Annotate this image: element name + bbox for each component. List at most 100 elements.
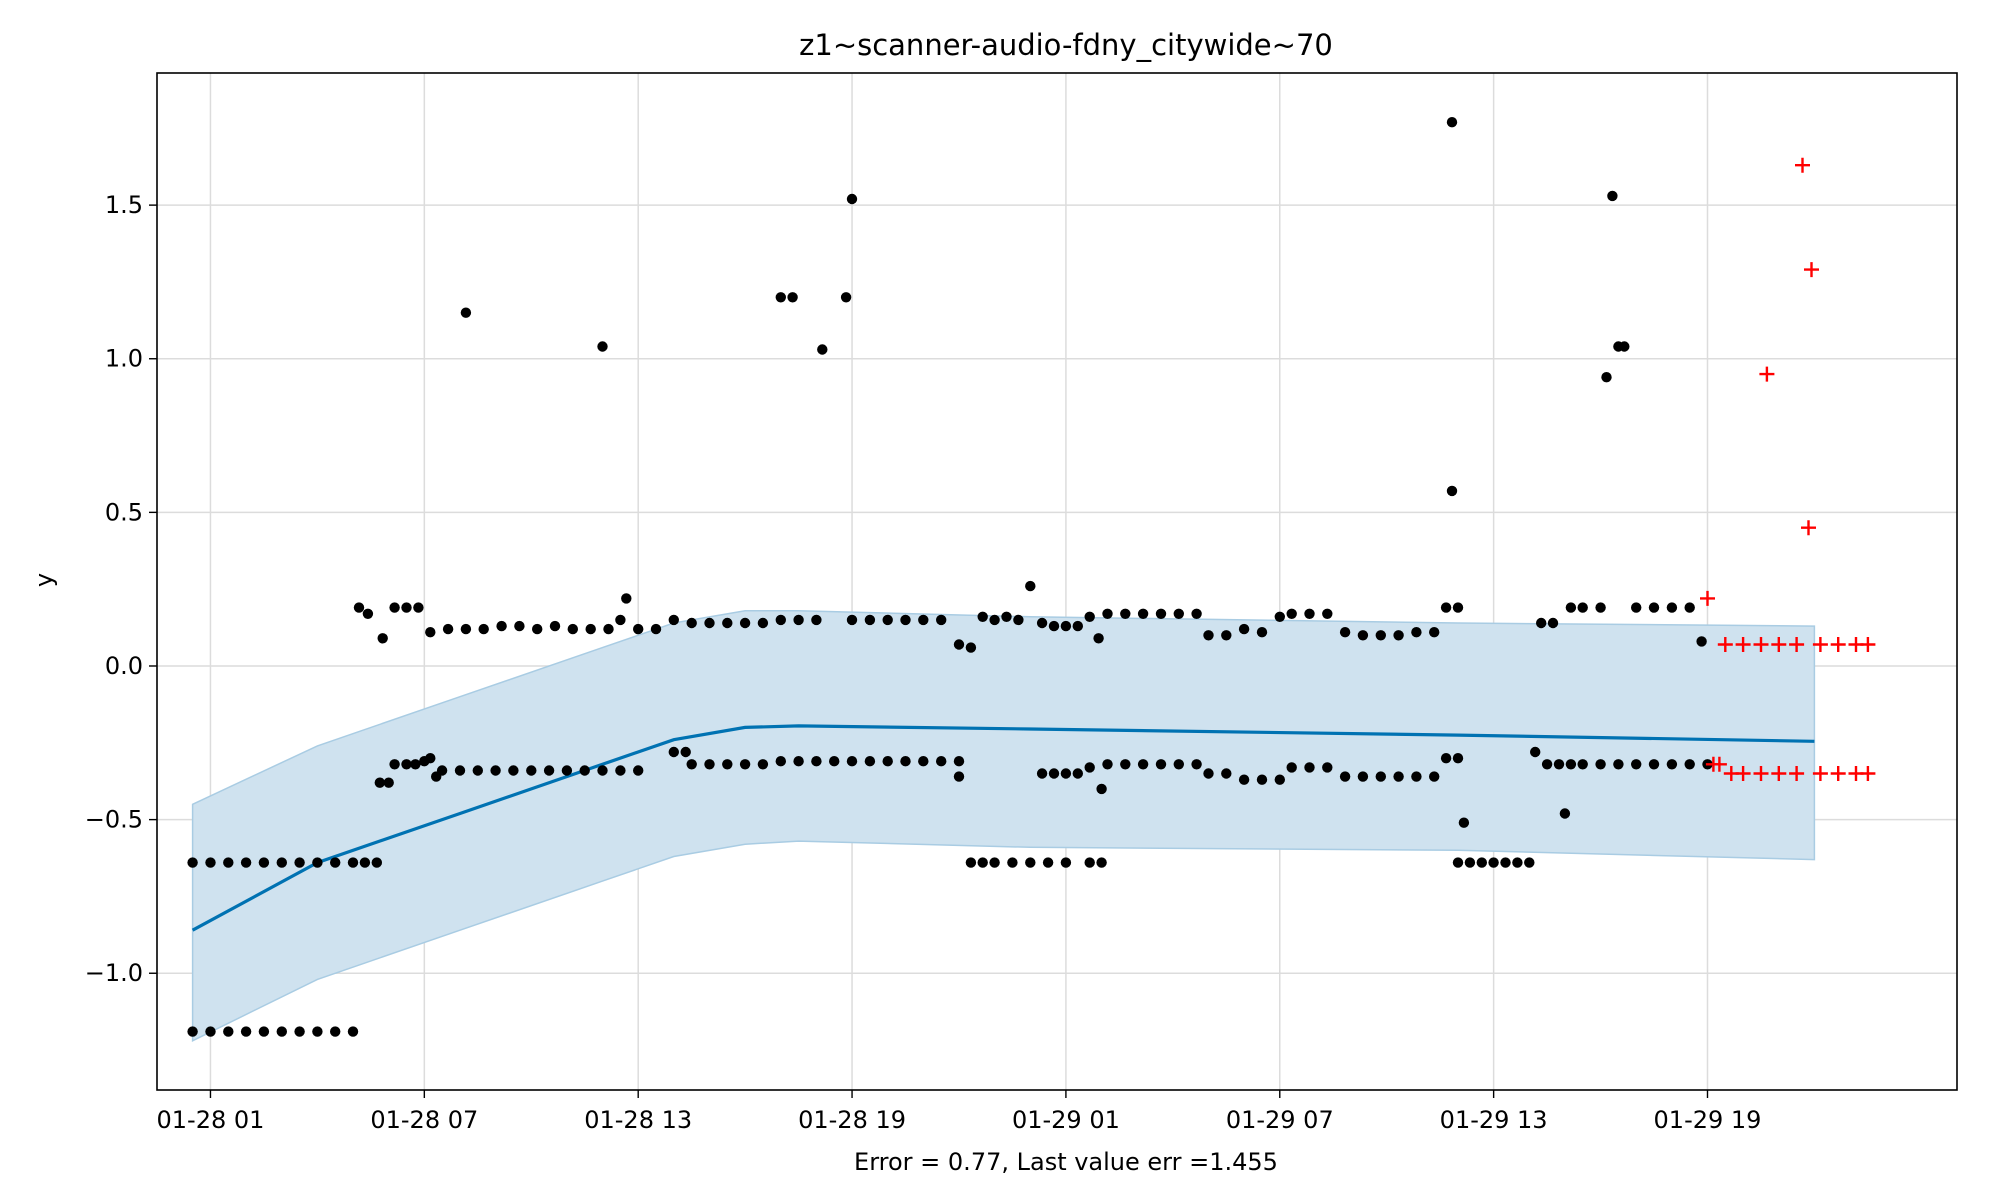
observed-point (1256, 627, 1268, 638)
observed-point (1446, 117, 1458, 128)
observed-point (1191, 759, 1202, 770)
y-tick-label: 0.0 (105, 652, 143, 680)
observed-point (258, 1026, 270, 1037)
future-point (1717, 637, 1733, 652)
future-points-layer (1700, 157, 1876, 781)
observed-point (454, 765, 466, 776)
forecast-line (191, 724, 1815, 932)
observed-point (1577, 602, 1588, 613)
observed-point (936, 614, 947, 626)
x-axis-label: Error = 0.77, Last value err =1.455 (854, 1148, 1278, 1176)
observed-point (1274, 611, 1286, 622)
observed-point (1102, 759, 1113, 770)
observed-point (840, 292, 852, 303)
observed-point (1304, 608, 1315, 619)
observed-point (205, 1026, 216, 1037)
observed-point (1286, 762, 1297, 773)
observed-point (472, 765, 483, 776)
observed-point (1488, 857, 1499, 868)
observed-point (1631, 602, 1642, 613)
observed-point (532, 623, 543, 635)
observed-point (585, 623, 596, 635)
observed-point (953, 639, 965, 650)
y-tick-label: −1.0 (85, 959, 143, 987)
observed-point (686, 759, 697, 770)
observed-point (1221, 768, 1232, 779)
observed-point (543, 765, 555, 776)
observed-point (882, 614, 893, 626)
observed-point (739, 759, 751, 770)
observed-point (864, 756, 876, 767)
future-point (1801, 520, 1816, 536)
observed-point (294, 857, 305, 868)
observed-point (817, 344, 828, 355)
observed-point (223, 857, 234, 868)
future-point (1771, 637, 1787, 652)
observed-point (1464, 857, 1476, 868)
future-point (1860, 766, 1876, 781)
observed-point (1613, 759, 1624, 770)
observed-point (775, 292, 786, 303)
future-point (1830, 766, 1846, 781)
observed-point (615, 765, 626, 776)
observed-point (1357, 771, 1369, 782)
observed-point (1452, 753, 1464, 764)
observed-point (1565, 759, 1577, 770)
observed-point (1042, 857, 1054, 868)
observed-point (846, 756, 858, 767)
observed-point (1411, 771, 1422, 782)
observed-point (240, 1026, 252, 1037)
observed-point (276, 1026, 287, 1037)
observed-point (953, 756, 965, 767)
observed-point (1452, 602, 1464, 613)
future-point (1753, 766, 1769, 781)
observed-point (1238, 774, 1250, 785)
observed-point (514, 620, 525, 632)
observed-point (1595, 759, 1606, 770)
observed-point (918, 614, 929, 626)
future-point (1771, 766, 1787, 781)
observed-point (579, 765, 590, 776)
observed-point (936, 756, 947, 767)
observed-point (650, 623, 662, 635)
observed-point (811, 614, 822, 626)
observed-point (1684, 602, 1695, 613)
observed-point (775, 614, 786, 626)
observed-point (1286, 608, 1297, 619)
observed-point (1322, 608, 1333, 619)
observed-point (1238, 623, 1250, 635)
observed-point (330, 1026, 341, 1037)
observed-point (1120, 608, 1131, 619)
observed-point (377, 633, 388, 644)
observed-point (1025, 580, 1036, 592)
observed-point (1072, 620, 1084, 632)
future-point (1753, 637, 1769, 652)
observed-point (478, 623, 489, 635)
observed-point (1093, 633, 1104, 644)
observed-point (965, 642, 977, 653)
observed-point (1203, 630, 1214, 641)
future-point (1735, 766, 1751, 781)
observed-point (436, 765, 448, 776)
future-point (1700, 590, 1715, 606)
observed-point (633, 765, 644, 776)
observed-point (496, 620, 507, 632)
observed-point (383, 777, 394, 788)
x-tick-label: 01-28 01 (157, 1106, 265, 1134)
observed-point (1221, 630, 1232, 641)
future-point (1795, 157, 1810, 173)
observed-point (1648, 602, 1660, 613)
observed-point (1547, 617, 1559, 629)
observed-point (1452, 857, 1464, 868)
x-axis-ticks: 01-28 01 01-28 07 01-28 13 01-28 19 01-29 01… (157, 1090, 1761, 1134)
observed-point (1512, 857, 1523, 868)
observed-point (793, 756, 804, 767)
observed-point (526, 765, 537, 776)
observed-point (1696, 636, 1707, 647)
observed-point (846, 614, 858, 626)
observed-point (1084, 611, 1095, 622)
observed-point (757, 617, 769, 629)
uncertainty-band-layer (191, 609, 1816, 1043)
y-tick-label: 0.5 (105, 498, 143, 526)
observed-point (1393, 630, 1404, 641)
